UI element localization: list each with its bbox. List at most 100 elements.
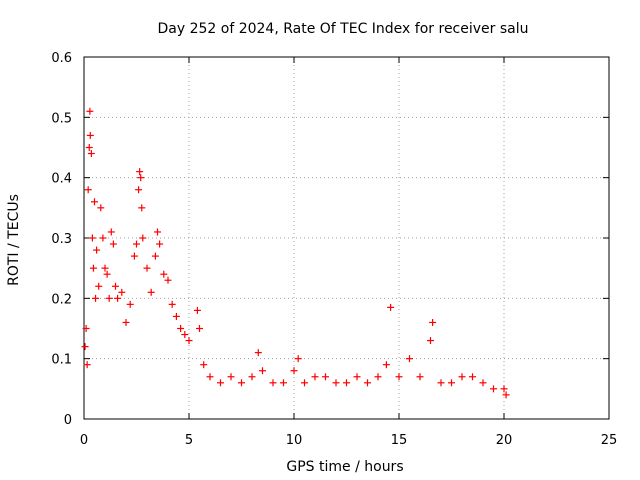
data-point: [193, 306, 201, 314]
data-point: [109, 240, 117, 248]
data-point: [172, 312, 180, 320]
data-point: [458, 373, 466, 381]
data-point: [280, 379, 287, 387]
data-point: [83, 361, 91, 369]
y-tick-label: 0: [64, 413, 72, 428]
axis-ticks: 0 0.1 0.2 0.3 0.4 0.5 0.6 0 5 10 15 20 25: [51, 51, 617, 448]
data-point: [238, 379, 245, 387]
data-point: [101, 264, 109, 272]
data-point: [126, 300, 134, 308]
data-point: [89, 264, 97, 272]
data-point: [343, 379, 350, 387]
data-point: [500, 385, 508, 393]
data-point: [91, 198, 98, 206]
data-point: [135, 186, 143, 194]
data-point: [353, 373, 361, 381]
data-point: [181, 331, 189, 339]
data-point: [156, 240, 164, 248]
data-point: [164, 276, 172, 284]
data-point: [437, 379, 445, 387]
data-point: [387, 303, 395, 311]
data-point: [502, 391, 510, 399]
data-point: [93, 246, 101, 254]
chart-title: Day 252 of 2024, Rate Of TEC Index for r…: [157, 21, 528, 37]
data-point: [84, 186, 92, 194]
data-point: [406, 355, 413, 363]
data-point: [269, 379, 277, 387]
data-point: [92, 294, 100, 302]
data-point: [133, 240, 140, 248]
data-point: [248, 373, 256, 381]
data-point: [448, 379, 455, 387]
y-tick-label: 0.5: [51, 111, 72, 126]
data-point: [107, 228, 115, 236]
data-point: [118, 288, 126, 296]
data-point: [99, 234, 107, 242]
data-point: [196, 325, 203, 332]
data-point: [322, 373, 329, 381]
data-point: [301, 379, 308, 387]
data-point: [154, 228, 161, 236]
x-tick-label: 10: [286, 433, 303, 448]
data-point: [82, 325, 90, 332]
data-point: [200, 361, 208, 369]
data-point: [254, 349, 262, 357]
x-tick-label: 20: [496, 433, 513, 448]
data-point: [311, 373, 319, 381]
data-point: [416, 373, 424, 381]
data-point: [81, 343, 89, 351]
data-point: [427, 337, 434, 345]
data-point: [469, 373, 476, 381]
y-axis-label: ROTI / TECUs: [6, 194, 22, 286]
data-point: [114, 294, 122, 302]
data-point: [87, 150, 95, 158]
y-tick-label: 0.2: [51, 292, 72, 307]
x-tick-label: 15: [391, 433, 408, 448]
x-axis-label: GPS time / hours: [286, 459, 403, 475]
data-point: [122, 318, 130, 326]
data-point: [138, 204, 146, 212]
y-tick-label: 0.3: [51, 232, 72, 247]
data-point: [130, 252, 138, 260]
data-point: [103, 270, 111, 278]
data-point: [88, 234, 96, 242]
data-point: [137, 174, 145, 182]
data-point: [85, 144, 93, 151]
data-point: [168, 300, 176, 308]
data-point: [290, 367, 298, 375]
data-point: [490, 385, 497, 393]
data-point: [206, 373, 214, 381]
data-point: [429, 318, 437, 326]
data-point: [294, 355, 302, 363]
data-point: [217, 379, 224, 387]
x-tick-label: 25: [601, 433, 618, 448]
data-point: [160, 270, 168, 278]
data-point: [95, 282, 103, 290]
data-point: [139, 234, 147, 242]
data-point: [177, 325, 185, 332]
data-point: [259, 367, 266, 375]
data-point: [97, 204, 105, 212]
data-point: [112, 282, 119, 290]
data-point: [147, 288, 155, 296]
data-point: [136, 168, 144, 176]
data-point: [86, 107, 94, 115]
data-point: [86, 131, 94, 139]
data-point: [395, 373, 403, 381]
data-point: [227, 373, 235, 381]
data-point: [105, 294, 113, 302]
x-tick-label: 5: [185, 433, 193, 448]
data-point: [364, 379, 371, 387]
y-tick-label: 0.4: [51, 172, 72, 187]
y-tick-label: 0.1: [51, 353, 72, 368]
data-point: [143, 264, 151, 272]
plot-area-frame: [83, 56, 610, 420]
data-point: [374, 373, 382, 381]
y-tick-label: 0.6: [51, 51, 72, 66]
data-point: [332, 379, 340, 387]
data-point: [479, 379, 487, 387]
data-points: [81, 107, 510, 399]
x-tick-label: 0: [80, 433, 88, 448]
grid-lines: [84, 57, 609, 419]
